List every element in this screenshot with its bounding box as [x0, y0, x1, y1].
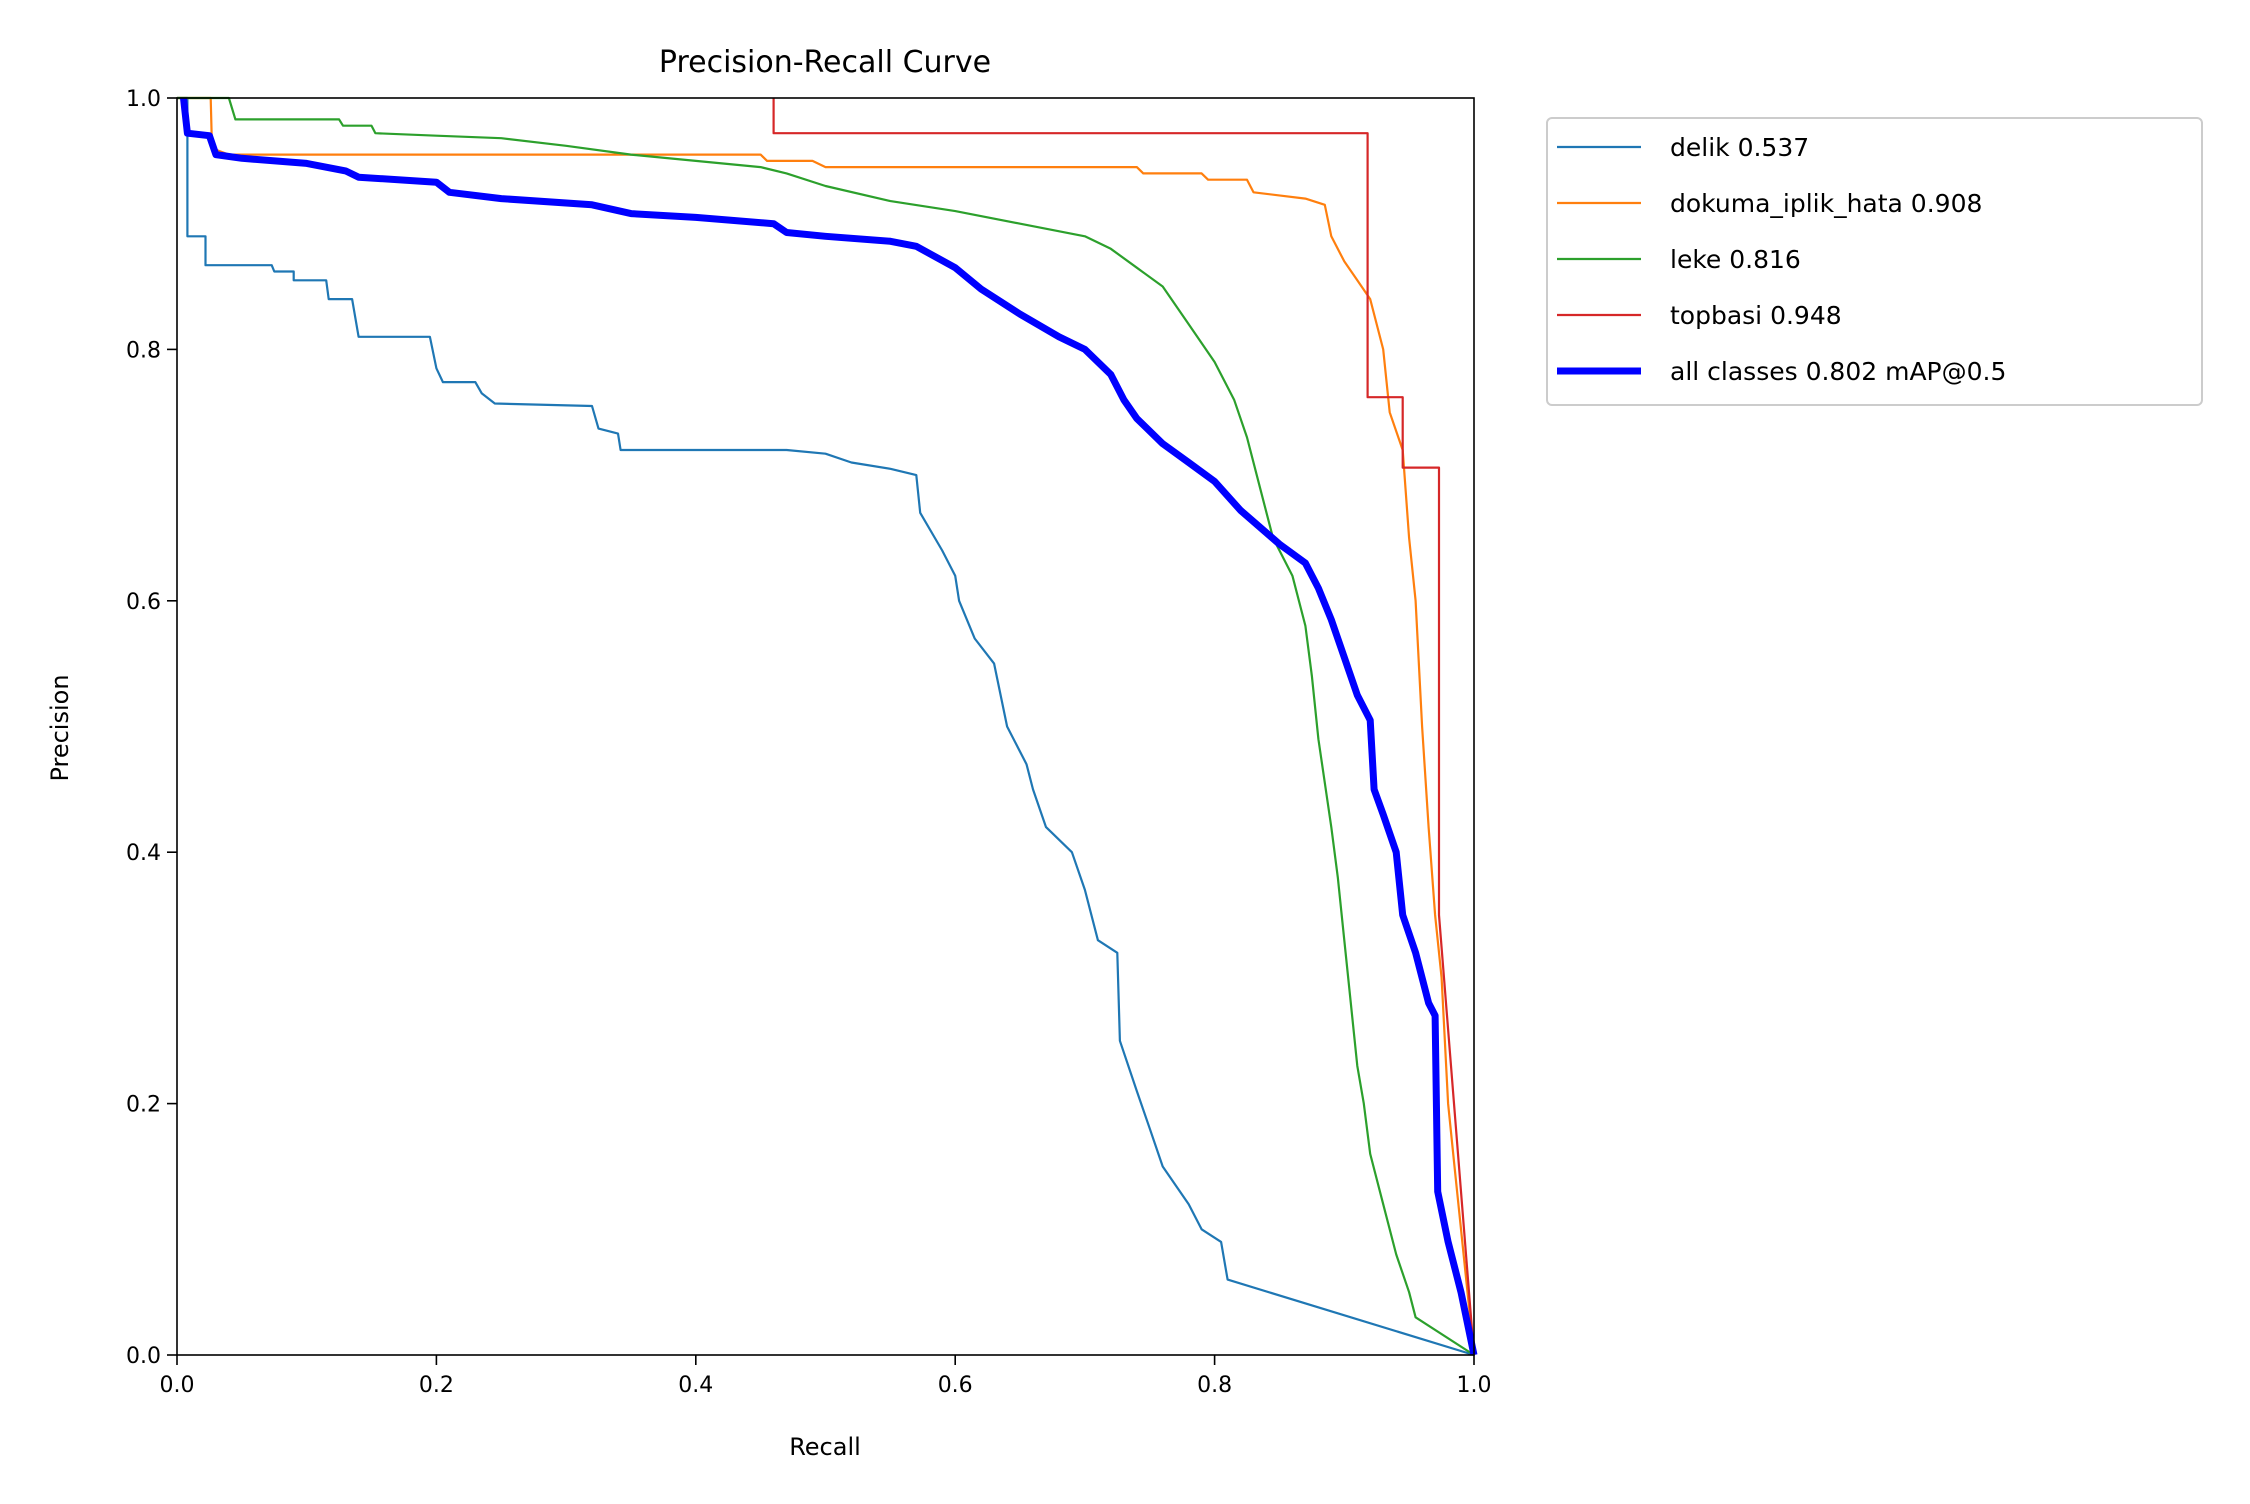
- legend-label-2: leke 0.816: [1670, 245, 1801, 274]
- x-tick-label: 0.6: [938, 1373, 973, 1398]
- x-tick-label: 0.4: [678, 1373, 713, 1398]
- ticks-layer: 0.0 0.2 0.4 0.6 0.8 1.0 0.0 0.2 0.4 0.6 0.8 1.0: [126, 87, 1492, 1398]
- series-line-2: [177, 96, 1475, 1356]
- y-tick-label: 0.8: [126, 338, 161, 363]
- y-axis-label: Precision: [46, 674, 74, 781]
- legend-box: [1546, 117, 2203, 406]
- legend-label-1: dokuma_iplik_hata 0.908: [1670, 189, 1982, 218]
- legend-label-4: all classes 0.802 mAP@0.5: [1670, 357, 2006, 386]
- x-tick-label: 0.0: [160, 1373, 195, 1398]
- series-line-4: [180, 97, 1478, 1356]
- x-tick-label: 0.8: [1197, 1373, 1232, 1398]
- series-line-0: [177, 96, 1475, 1357]
- series-line-1: [177, 96, 1476, 1356]
- y-tick-label: 0.6: [126, 590, 161, 615]
- plot-frame: [176, 97, 1475, 1356]
- y-tick-label: 0.4: [126, 841, 161, 866]
- series-line-3: [772, 98, 1476, 1356]
- y-tick-label: 0.2: [126, 1093, 161, 1118]
- y-tick-label: 1.0: [126, 87, 161, 112]
- legend-label-0: delik 0.537: [1670, 133, 1809, 162]
- x-tick-label: 1.0: [1457, 1373, 1492, 1398]
- x-axis-label: Recall: [789, 1433, 861, 1461]
- legend-label-3: topbasi 0.948: [1670, 301, 1842, 330]
- legend: delik 0.537 dokuma_iplik_hata 0.908 leke 0…: [1546, 117, 2203, 406]
- chart-title: Precision-Recall Curve: [659, 45, 991, 80]
- series-layer: [177, 96, 1478, 1357]
- y-tick-label: 0.0: [126, 1344, 161, 1369]
- x-tick-label: 0.2: [419, 1373, 454, 1398]
